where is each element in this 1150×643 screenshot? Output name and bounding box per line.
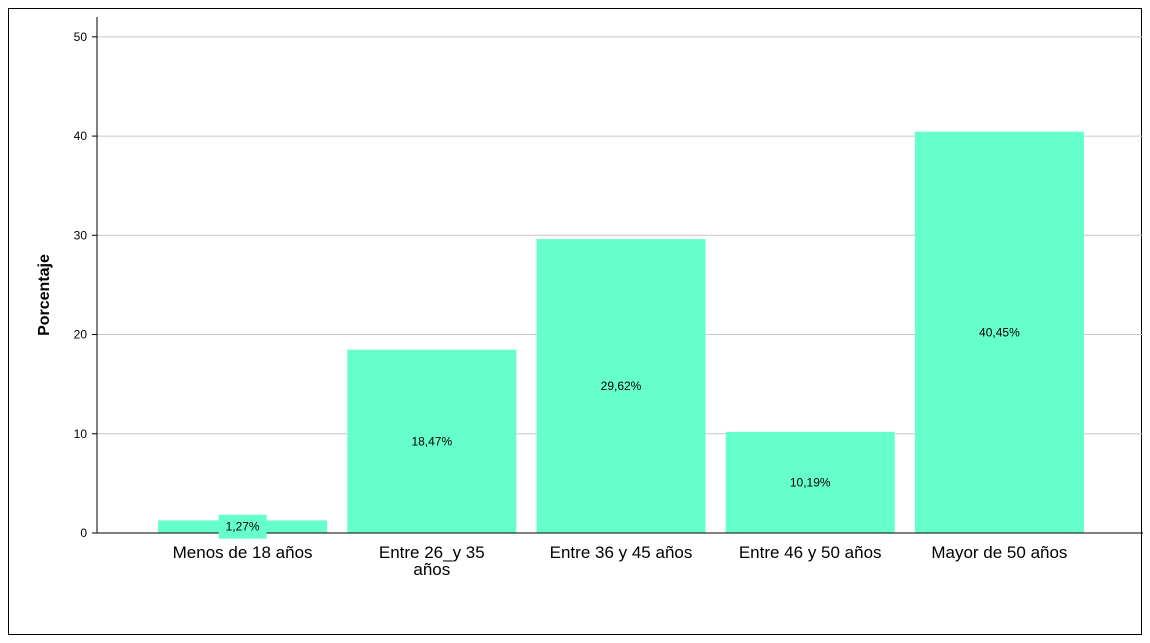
x-category-label: años	[413, 560, 450, 579]
y-tick-label: 50	[74, 30, 88, 44]
bar	[725, 431, 895, 533]
bar	[914, 131, 1084, 533]
x-category-label: Entre 26_y 35	[379, 543, 485, 562]
bar	[536, 239, 706, 533]
y-tick-label: 30	[74, 228, 88, 242]
bar	[347, 349, 517, 533]
x-category-label: Menos de 18 años	[173, 543, 313, 562]
y-tick-label: 10	[74, 427, 88, 441]
x-category-label: Entre 36 y 45 años	[550, 543, 693, 562]
y-tick-labels: 0 10 20 30 40 50	[74, 30, 88, 540]
x-category-label: Mayor de 50 años	[931, 543, 1067, 562]
bars	[158, 131, 1084, 533]
data-label: 10,19%	[790, 475, 831, 489]
data-label: 18,47%	[411, 434, 452, 448]
data-label-box	[218, 514, 267, 539]
x-category-label: Entre 46 y 50 años	[739, 543, 882, 562]
data-label: 1,27%	[226, 520, 260, 534]
y-tick-label: 0	[80, 526, 87, 540]
data-label: 40,45%	[979, 325, 1020, 339]
y-axis-title: Porcentaje	[36, 254, 53, 336]
data-labels: 1,27% 18,47% 29,62% 10,19% 40,45%	[218, 325, 1020, 539]
y-tick-label: 40	[74, 129, 88, 143]
y-tick-label: 20	[74, 328, 88, 342]
axes	[92, 17, 1143, 534]
data-label: 29,62%	[601, 379, 642, 393]
